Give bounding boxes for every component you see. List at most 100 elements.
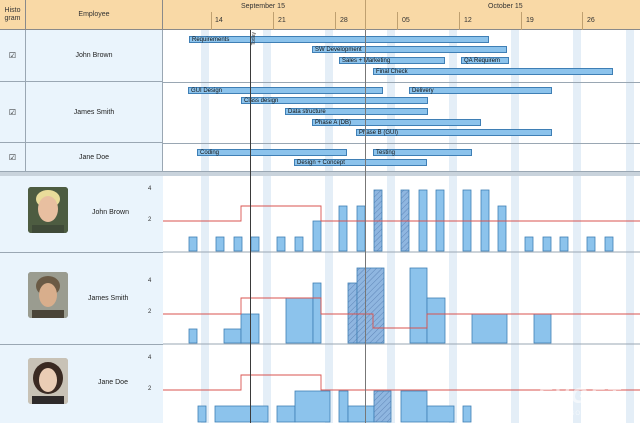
gantt-chart-area[interactable]: Requirements SW Development Sales + Mark… — [163, 30, 640, 172]
task-label: GUI Design — [191, 88, 223, 94]
task-bar[interactable]: GUI Design — [188, 87, 383, 94]
scale-label: 4 — [148, 355, 152, 361]
avatar-image — [28, 187, 68, 233]
task-bar[interactable]: Testing — [373, 149, 472, 156]
weekend-bands — [201, 176, 634, 423]
week-tick — [582, 12, 583, 30]
day-label: 12 — [464, 17, 472, 24]
scale-label: 4 — [148, 186, 152, 192]
day-label: 21 — [278, 17, 286, 24]
today-line[interactable] — [250, 30, 251, 423]
james-capacity-line — [163, 297, 640, 329]
task-bar[interactable]: Data structure — [285, 108, 428, 115]
day-label: 19 — [526, 17, 534, 24]
row-divider — [0, 252, 163, 253]
task-label: Sales + Marketing — [342, 58, 391, 64]
histogram-toggle-jane[interactable]: ☑ — [0, 143, 26, 172]
scale-label: 2 — [148, 217, 152, 223]
employee-row-john[interactable]: John Brown — [26, 30, 163, 82]
employee-row-james[interactable]: James Smith — [26, 82, 163, 143]
task-label: Final Check — [376, 69, 408, 75]
histogram-svg — [163, 176, 640, 423]
task-bar[interactable]: QA Requirem — [461, 57, 509, 64]
row-divider — [163, 143, 640, 144]
weekend-band — [573, 30, 581, 172]
row-divider — [163, 171, 640, 172]
employee-row-jane[interactable]: Jane Doe — [26, 143, 163, 172]
task-bar[interactable]: SW Development — [312, 46, 507, 53]
avatar-jane — [28, 358, 68, 404]
employee-name: John Brown — [75, 52, 113, 59]
histogram-people-panel: John Brown 4 2 James Smith 4 2 Jane Doe — [0, 176, 163, 423]
employee-name: Jane Doe — [79, 153, 109, 161]
timescale-header: September 15 October 15 14 21 28 05 12 1… — [163, 0, 640, 30]
james-load-bars — [188, 267, 552, 344]
john-load-bars — [188, 189, 614, 252]
week-tick — [521, 12, 522, 30]
task-label: Data structure — [288, 109, 326, 115]
avatar-image — [28, 272, 68, 318]
month-boundary-line — [365, 30, 366, 423]
week-tick — [273, 12, 274, 30]
checkbox-icon[interactable]: ☑ — [8, 107, 17, 117]
task-label: Phase A (DB) — [315, 120, 352, 126]
task-bar[interactable]: Coding — [197, 149, 347, 156]
weekend-band — [201, 30, 209, 172]
checkbox-icon[interactable]: ☑ — [8, 51, 17, 60]
task-label: Phase B (GUI) — [359, 130, 399, 136]
task-label: Coding — [200, 150, 220, 156]
task-label: Design + Concept — [297, 160, 345, 166]
weekend-band — [626, 30, 634, 172]
task-bar[interactable]: Sales + Marketing — [339, 57, 445, 64]
person-name: Jane Doe — [98, 379, 128, 386]
month-label-september: September 15 — [241, 3, 285, 10]
jane-load-bars — [197, 390, 472, 423]
week-tick — [335, 12, 336, 30]
employee-name: James Smith — [73, 108, 115, 116]
day-label: 28 — [340, 17, 348, 24]
week-tick — [397, 12, 398, 30]
task-label: Testing — [376, 150, 396, 156]
avatar-image — [28, 358, 68, 404]
watermark-logo: EVGET — [537, 383, 622, 408]
histogram-toggle-james[interactable]: ☑ — [0, 82, 26, 143]
histogram-area[interactable] — [163, 176, 640, 423]
task-label: Class design — [244, 98, 279, 104]
avatar-john — [28, 187, 68, 233]
checkbox-icon[interactable]: ☑ — [8, 152, 17, 162]
month-label-october: October 15 — [488, 3, 523, 10]
john-capacity-line — [163, 205, 640, 222]
jane-capacity-line — [163, 374, 640, 391]
task-label: QA Requirem — [464, 58, 501, 64]
person-name: James Smith — [88, 295, 129, 302]
scale-label: 4 — [148, 278, 152, 284]
histogram-column-header[interactable]: Histo gram — [0, 0, 26, 30]
task-bar[interactable]: Requirements — [189, 36, 489, 43]
task-label: Requirements — [192, 37, 230, 43]
weekend-band — [511, 30, 519, 172]
row-divider — [163, 82, 640, 83]
weekend-band — [449, 30, 457, 172]
task-bar[interactable]: Phase B (GUI) — [356, 129, 552, 136]
today-label: Today — [251, 32, 257, 46]
task-bar[interactable]: Delivery — [409, 87, 552, 94]
day-label: 26 — [587, 17, 595, 24]
task-bar[interactable]: Phase A (DB) — [312, 119, 481, 126]
watermark-subtext: SOFTWARE SOLUTIONS — [525, 411, 614, 417]
week-tick — [211, 12, 212, 30]
week-tick — [459, 12, 460, 30]
task-bar[interactable]: Design + Concept — [294, 159, 427, 166]
person-name: John Brown — [92, 209, 129, 216]
day-label: 14 — [215, 17, 223, 24]
histogram-toggle-john[interactable]: ☑ — [0, 30, 26, 82]
scale-label: 2 — [148, 386, 152, 392]
scale-label: 2 — [148, 309, 152, 315]
task-label: Delivery — [412, 88, 434, 94]
month-divider — [365, 0, 366, 30]
employee-column-header[interactable]: Employee — [26, 0, 163, 30]
task-bar[interactable]: Class design — [241, 97, 428, 104]
task-bar[interactable]: Final Check — [373, 68, 613, 75]
avatar-james — [28, 272, 68, 318]
splitter[interactable] — [0, 172, 640, 176]
